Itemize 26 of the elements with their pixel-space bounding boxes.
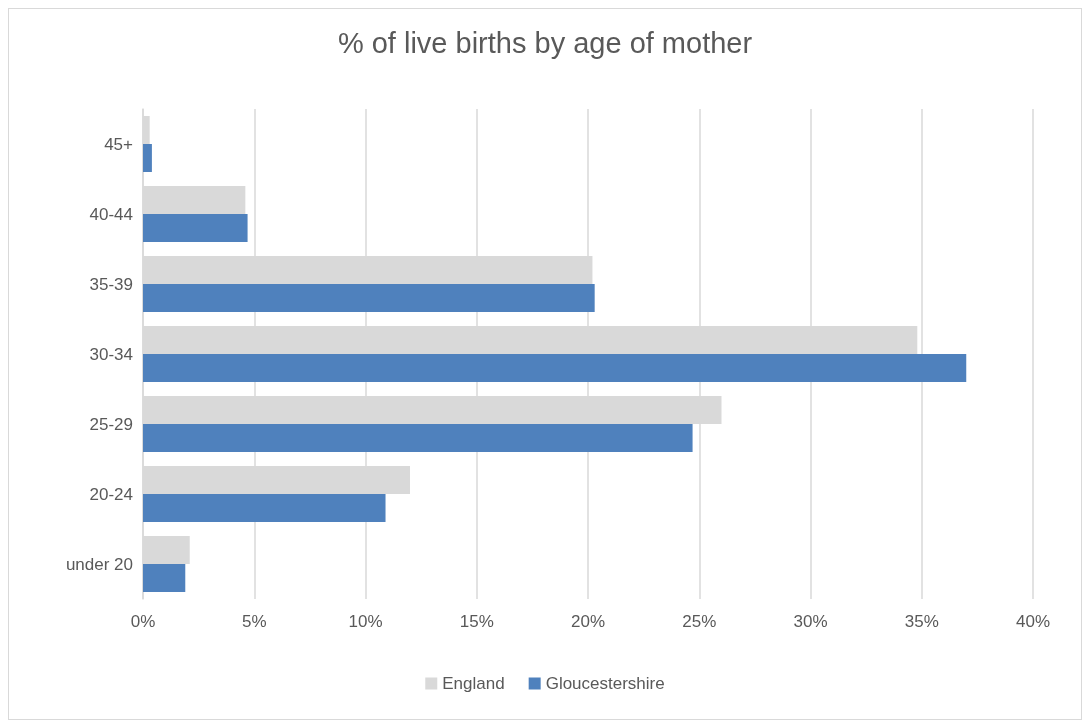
bar [143, 424, 693, 452]
legend-label: England [442, 674, 505, 693]
bar [143, 144, 152, 172]
bar [143, 284, 595, 312]
x-tick-label: 35% [904, 612, 939, 631]
x-tick-label: 10% [348, 612, 383, 631]
legend-label: Gloucestershire [545, 674, 665, 693]
x-tick-label: 5% [241, 612, 267, 631]
x-tick-label: 30% [793, 612, 828, 631]
chart-title: % of live births by age of mother [337, 26, 753, 59]
x-tick-label: 20% [570, 612, 606, 631]
y-tick-label: 25-29 [89, 414, 133, 434]
x-tick-label: 15% [459, 612, 494, 631]
y-tick-label: 20-24 [89, 484, 133, 504]
x-tick-label: 40% [1015, 612, 1051, 631]
y-tick-label: under 20 [65, 554, 133, 574]
bar [143, 214, 248, 242]
y-tick-label: 30-34 [89, 344, 133, 364]
bar [143, 354, 967, 382]
bar [143, 494, 386, 522]
y-tick-label: 45+ [104, 134, 134, 154]
x-tick-label: 0% [130, 612, 156, 631]
y-tick-label: 40-44 [89, 204, 133, 224]
bar [143, 564, 186, 592]
x-tick-label: 25% [682, 612, 717, 631]
y-tick-label: 35-39 [89, 274, 133, 294]
